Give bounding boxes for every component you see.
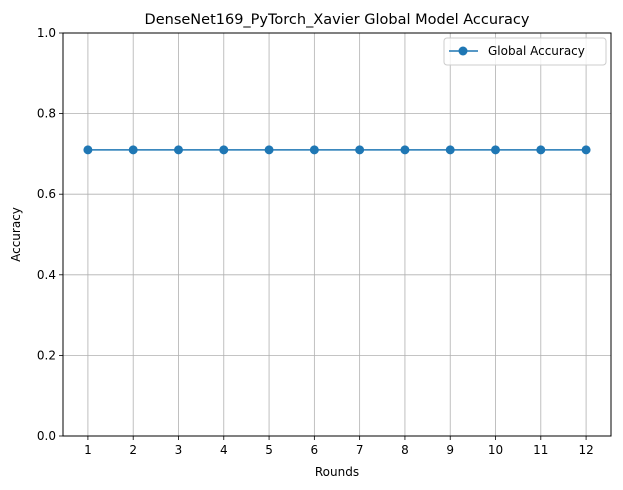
chart-title: DenseNet169_PyTorch_Xavier Global Model … [145,12,530,28]
y-tick-label: 0.6 [37,187,56,201]
series-layer [83,145,591,155]
data-point [445,145,455,155]
x-tick-label: 9 [446,443,454,457]
x-tick-label: 6 [311,443,319,457]
data-point [491,145,501,155]
y-tick-label: 0.0 [37,429,56,443]
data-point [581,145,591,155]
y-axis-ticks: 0.0 0.2 0.4 0.6 0.8 1.0 [37,26,63,443]
grid-lines [63,32,611,437]
data-point [400,145,410,155]
data-point [355,145,365,155]
y-tick-label: 0.4 [37,268,56,282]
x-tick-label: 2 [129,443,137,457]
x-tick-label: 12 [578,443,593,457]
data-point [219,145,229,155]
x-axis-label: Rounds [315,465,359,479]
data-point [264,145,274,155]
y-axis-label: Accuracy [9,207,23,262]
data-point [83,145,93,155]
y-tick-label: 0.2 [37,348,56,362]
x-tick-label: 3 [175,443,183,457]
x-tick-label: 1 [84,443,92,457]
x-tick-label: 7 [356,443,364,457]
x-tick-label: 10 [488,443,503,457]
legend-label: Global Accuracy [488,44,585,58]
legend: Global Accuracy [443,37,607,66]
x-axis-ticks: 1 2 3 4 5 6 7 8 9 10 11 12 [84,436,594,457]
data-point [536,145,546,155]
x-tick-label: 4 [220,443,228,457]
x-tick-label: 8 [401,443,409,457]
data-point [309,145,319,155]
x-tick-label: 5 [265,443,273,457]
plot-area-frame [62,32,612,437]
legend-marker-swatch [458,46,468,56]
data-point [128,145,138,155]
x-tick-label: 11 [533,443,548,457]
y-tick-label: 1.0 [37,26,56,40]
legend-box [443,37,607,66]
y-tick-label: 0.8 [37,107,56,121]
data-point [173,145,183,155]
